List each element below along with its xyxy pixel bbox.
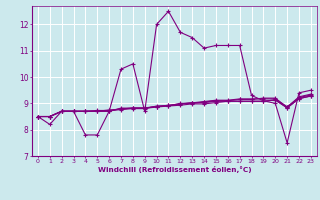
- X-axis label: Windchill (Refroidissement éolien,°C): Windchill (Refroidissement éolien,°C): [98, 166, 251, 173]
